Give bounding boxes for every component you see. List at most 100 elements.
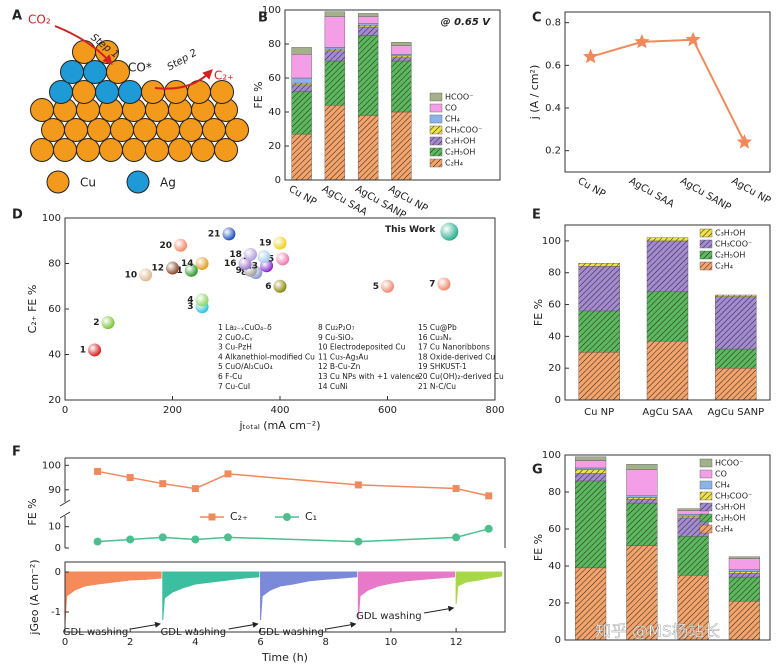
y-tick-label: 0 [555,635,561,646]
legend-label: C₂H₅OH [445,148,475,157]
bar-segment [575,480,607,569]
bar-segment [357,16,379,24]
plot-frame [564,224,771,401]
legend-label: CH₃COO⁻ [715,240,752,249]
bar-segment [728,569,760,572]
marker [191,535,200,544]
watermark: 知乎 @MS杨站长 [595,622,720,641]
atom [179,118,203,142]
annotation: @ 0.65 V [441,17,492,28]
legend-label: HCOO⁻ [715,459,743,468]
atom [191,138,215,162]
marker [354,481,362,489]
x-category-label: Cu NP [584,407,614,418]
y-tick-label: 40 [548,561,561,572]
arrow [54,25,113,65]
point-label: 8 [241,268,247,278]
bar-segment [575,567,607,641]
reference: 16 Cu₃Nₓ [418,333,452,342]
legend-label: C₂₊ [230,510,248,523]
y-axis-label: jGeo (A cm⁻²) [28,559,41,635]
atom [210,80,234,104]
bar-segment [626,469,658,496]
point [139,268,153,282]
y-tick-label: 60 [548,524,561,535]
bar-segment [291,77,312,84]
reference: 18 Oxide-derived Cu [418,352,495,361]
annotation: GDL washing [258,627,324,638]
point [273,236,287,250]
bar-segment [291,91,312,135]
bar-segment [575,469,607,474]
y-tick-label: 60 [268,73,281,84]
bar-segment [391,42,412,46]
bar-segment [357,23,379,26]
point [381,279,394,293]
legend-swatch [699,250,713,260]
reference: 4 Alkanethiol-modified Cu [218,352,315,361]
point-label: 18 [229,250,242,260]
panel-letter: B [258,11,268,26]
x-category-label: AgCu NP [729,176,772,207]
atom [118,80,142,104]
legend-label: CH₄ [715,481,730,490]
bar-segment [646,340,689,401]
bar-segment [646,237,689,242]
atom [110,118,134,142]
point-label: 19 [259,239,272,249]
atom [141,80,165,104]
point-label: This Work [385,225,436,235]
bar-segment [578,266,620,312]
atom [83,60,107,84]
reactant: CO₂ [28,13,51,27]
y-tick-label: 80 [548,487,561,498]
marker [583,48,599,64]
bar-segment [357,25,379,28]
marker [485,492,493,500]
reference: 9 Cu-SiOₓ [318,333,354,342]
legend-label: C₂H₄ [715,262,733,271]
legend-swatch [699,524,713,534]
legend-label: CH₃COO⁻ [715,492,752,501]
atom [95,80,119,104]
legend-label: C₃H₇OH [715,503,745,512]
x-tick-label: 12 [450,637,463,648]
legend-label: CH₄ [445,115,460,124]
area [455,571,503,605]
atom [30,138,54,162]
bar-segment [324,11,346,17]
axis-break [59,499,71,519]
x-tick-label: 4 [192,637,198,648]
bar-segment [728,576,760,602]
bar-segment [626,497,658,500]
point-label: 7 [429,279,435,289]
legend-label: C₂H₅OH [715,251,745,260]
bar-segment [357,115,379,181]
y-tick-label: 100 [542,450,561,461]
legend-label: C₂H₄ [445,159,463,168]
marker [354,537,363,546]
marker [452,485,460,493]
legend-marker [208,513,216,521]
atom [122,138,146,162]
y-axis-label: FE % [26,498,39,525]
marker [159,480,167,488]
x-category-label: AgCu SANP [678,176,732,214]
bar-segment [291,133,312,181]
y-tick-label: 80 [268,39,281,50]
point [243,247,257,261]
point-label: 3 [187,302,193,312]
atom [72,80,96,104]
reference: 12 B-Cu-Zn [318,362,361,371]
arrow [154,69,213,90]
point [195,257,209,270]
legend-swatch [429,147,443,157]
annotation: GDL washing [63,627,129,638]
reference: 3 Cu-PzH [218,343,252,352]
legend-swatch [699,458,713,468]
bar-segment [677,575,709,641]
point [88,343,102,357]
panel-letter: E [532,208,541,223]
x-tick-label: 6 [257,637,263,648]
